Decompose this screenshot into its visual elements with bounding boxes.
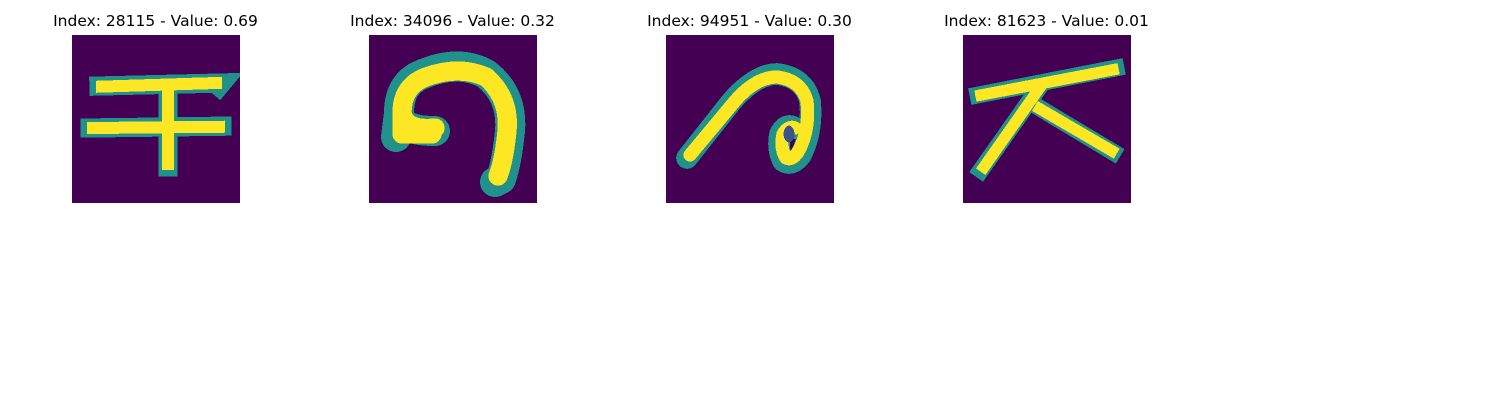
image-panel-94951: Index: 94951 - Value: 0.30 — [601, 0, 898, 210]
image-panel-81623: Index: 81623 - Value: 0.01 — [898, 0, 1195, 210]
image-panel-28115: Index: 28115 - Value: 0.69 — [7, 0, 304, 210]
panel-title: Index: 94951 - Value: 0.30 — [647, 12, 852, 30]
kuzushiji-tsu-image — [369, 35, 537, 203]
panel-title: Index: 34096 - Value: 0.32 — [350, 12, 555, 30]
kuzushiji-ta-image — [963, 35, 1131, 203]
kuzushiji-ha-image — [666, 35, 834, 203]
panel-title: Index: 28115 - Value: 0.69 — [53, 12, 258, 30]
image-panel-34096: Index: 34096 - Value: 0.32 — [304, 0, 601, 210]
kuzushiji-te-image — [72, 35, 240, 203]
panel-title: Index: 81623 - Value: 0.01 — [944, 12, 1149, 30]
